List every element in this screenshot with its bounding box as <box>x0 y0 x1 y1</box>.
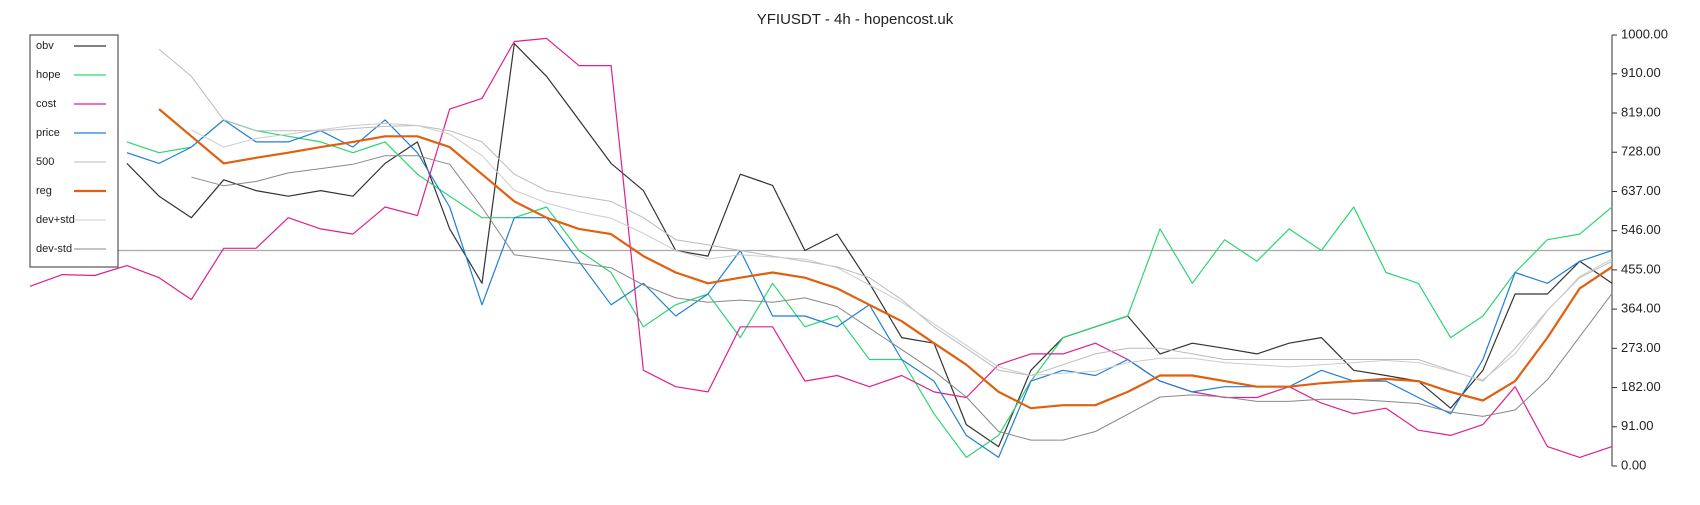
series-line <box>158 48 1613 382</box>
y-tick-label: 182.00 <box>1621 379 1661 394</box>
series-line <box>126 119 1613 458</box>
legend-label: hope <box>36 69 60 81</box>
series-line <box>126 119 1613 458</box>
legend-box <box>29 34 119 268</box>
y-tick-label: 637.00 <box>1621 183 1661 198</box>
legend-label: obv <box>36 40 54 52</box>
series-line <box>126 43 1613 448</box>
legend-label: reg <box>36 185 52 197</box>
y-tick-label: 273.00 <box>1621 340 1661 355</box>
series-line <box>191 122 1613 381</box>
legend-label: price <box>36 127 60 139</box>
y-tick-label: 819.00 <box>1621 104 1661 119</box>
y-tick-label: 546.00 <box>1621 222 1661 237</box>
chart-title: YFIUSDT - 4h - hopencost.uk <box>757 11 954 28</box>
legend-label: dev-std <box>36 243 72 255</box>
series-line <box>191 155 1613 441</box>
y-tick-label: 0.00 <box>1621 457 1646 472</box>
legend-label: cost <box>36 98 56 110</box>
legend-label: 500 <box>36 156 54 168</box>
series-line <box>158 108 1613 410</box>
y-tick-label: 364.00 <box>1621 301 1661 316</box>
y-tick-label: 91.00 <box>1621 418 1654 433</box>
y-tick-label: 910.00 <box>1621 65 1661 80</box>
series-line <box>29 37 1613 458</box>
y-tick-label: 1000.00 <box>1621 26 1668 41</box>
y-tick-label: 728.00 <box>1621 144 1661 159</box>
y-tick-label: 455.00 <box>1621 261 1661 276</box>
legend-label: dev+std <box>36 214 75 226</box>
